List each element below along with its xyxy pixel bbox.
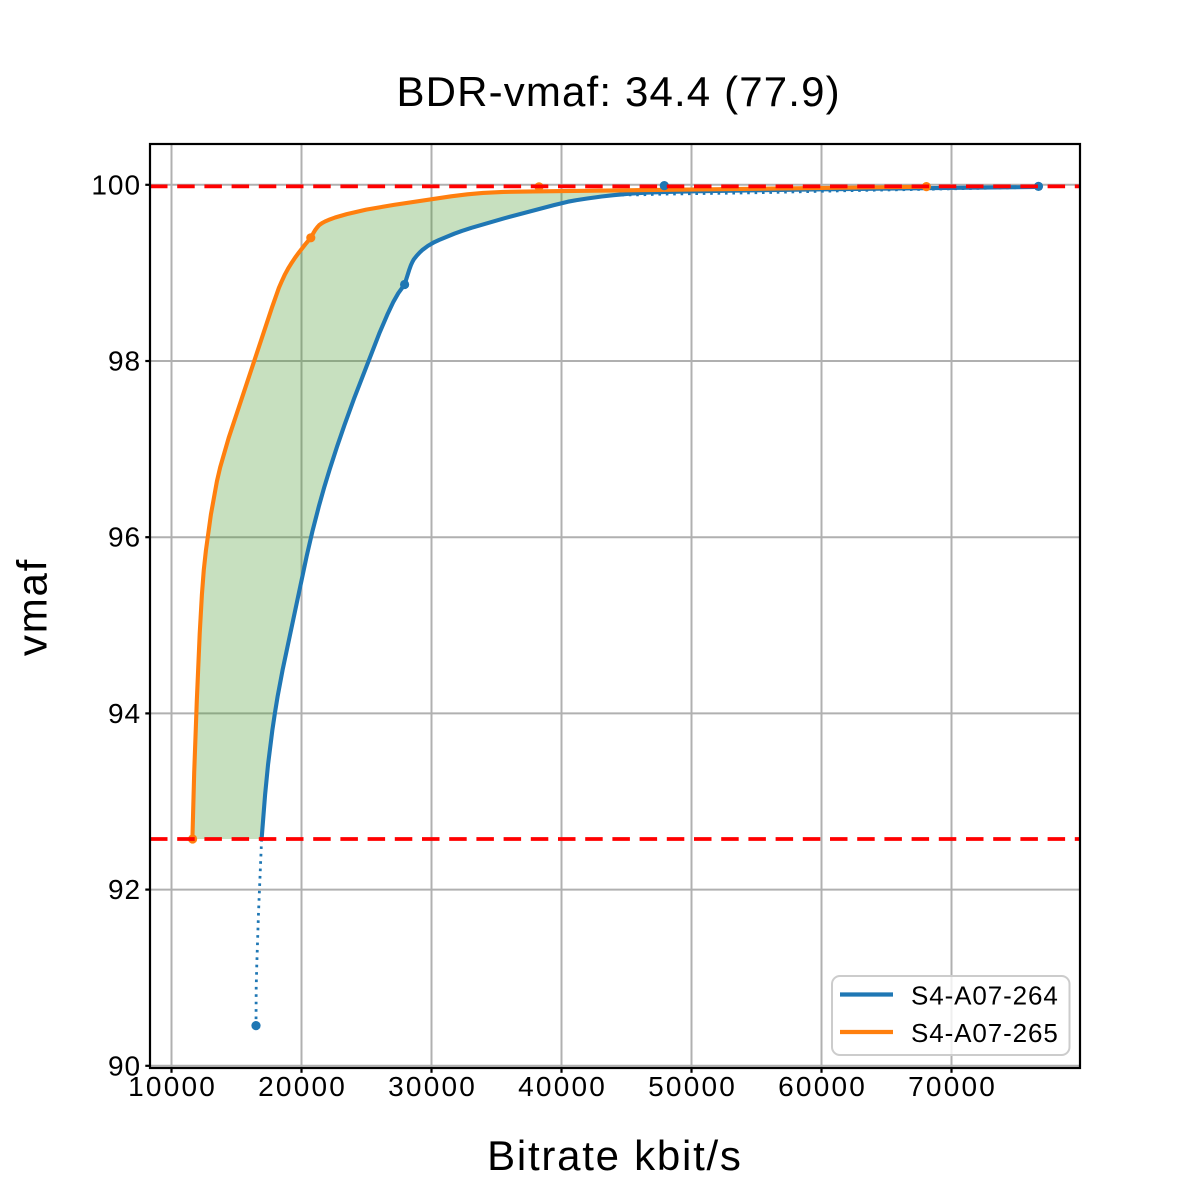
svg-text:20000: 20000 [258, 1071, 347, 1102]
svg-text:94: 94 [108, 698, 141, 729]
svg-text:60000: 60000 [778, 1071, 867, 1102]
svg-text:50000: 50000 [648, 1071, 737, 1102]
svg-text:Bitrate kbit/s: Bitrate kbit/s [487, 1132, 743, 1179]
svg-text:90: 90 [108, 1050, 141, 1081]
svg-text:S4-A07-265: S4-A07-265 [911, 1018, 1059, 1048]
svg-text:S4-A07-264: S4-A07-264 [911, 981, 1059, 1011]
svg-text:30000: 30000 [388, 1071, 477, 1102]
svg-text:BDR-vmaf: 34.4 (77.9): BDR-vmaf: 34.4 (77.9) [396, 68, 840, 115]
svg-text:96: 96 [108, 522, 141, 553]
svg-text:10000: 10000 [128, 1071, 217, 1102]
svg-text:70000: 70000 [908, 1071, 997, 1102]
svg-text:92: 92 [108, 874, 141, 905]
svg-text:98: 98 [108, 346, 141, 377]
svg-text:100: 100 [91, 169, 141, 200]
svg-text:vmaf: vmaf [9, 558, 56, 656]
svg-text:40000: 40000 [518, 1071, 607, 1102]
